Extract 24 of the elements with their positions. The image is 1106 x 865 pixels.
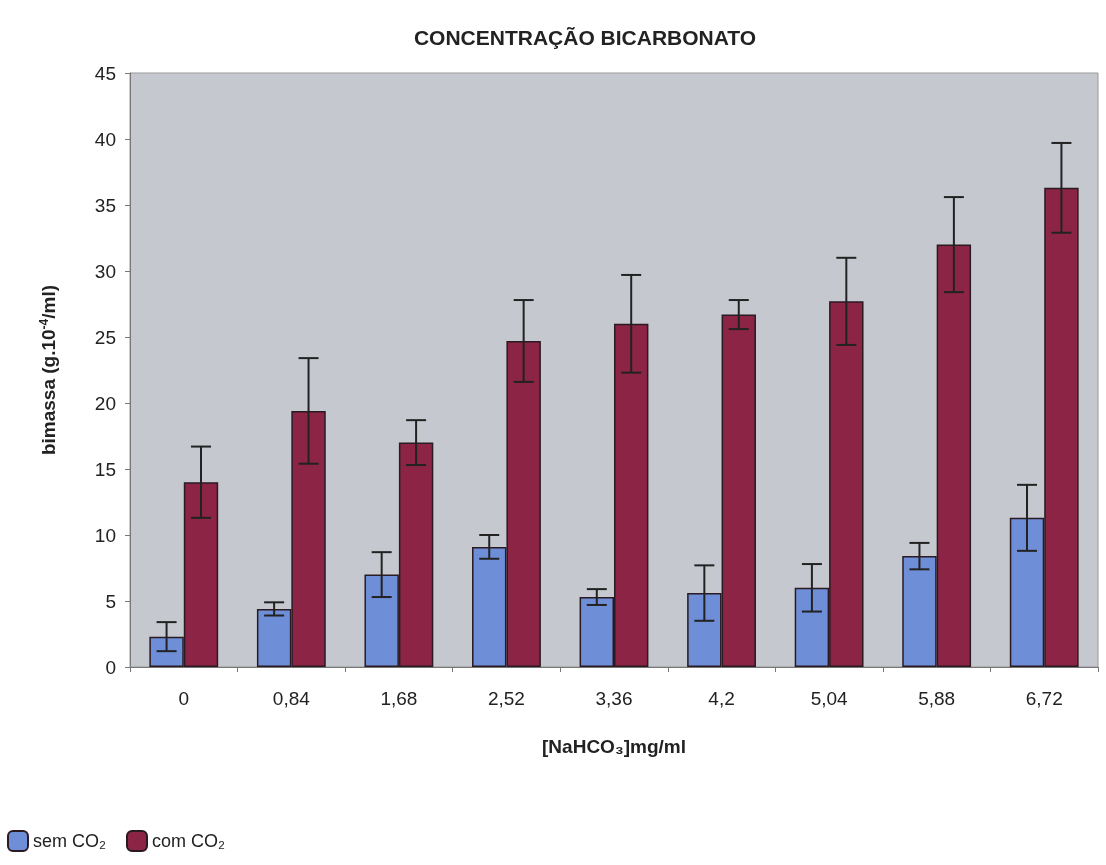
legend-label: com CO₂ [151, 831, 225, 851]
x-tick-label: 0 [178, 688, 190, 709]
x-tick-label: 5,04 [810, 688, 849, 709]
y-tick-label: 20 [94, 392, 116, 414]
y-tick-label: 40 [94, 128, 116, 150]
y-tick-label: 15 [94, 458, 116, 480]
y-tick-label: 5 [105, 590, 116, 612]
x-axis-title: [NaHCO₃]mg/ml [542, 736, 686, 757]
y-tick-label: 10 [94, 524, 116, 546]
y-tick-label: 30 [94, 260, 116, 282]
x-tick-label: 5,88 [918, 688, 956, 709]
legend-label: sem CO₂ [33, 831, 107, 851]
x-tick-label: 2,52 [487, 688, 525, 709]
y-tick-label: 45 [94, 62, 116, 84]
x-tick-label: 6,72 [1025, 688, 1063, 709]
y-axis-title: bimassa (g.10-4/ml) [37, 284, 59, 456]
chart-title: CONCENTRAÇÃO BICARBONATO [413, 26, 757, 49]
x-tick-label: 4,2 [708, 688, 735, 709]
y-tick-label: 35 [94, 194, 116, 216]
x-tick-label: 1,68 [380, 688, 418, 709]
y-tick-label: 0 [105, 656, 116, 678]
x-tick-label: 0,84 [272, 688, 311, 709]
y-tick-label: 25 [94, 326, 116, 348]
x-tick-label: 3,36 [595, 688, 633, 709]
